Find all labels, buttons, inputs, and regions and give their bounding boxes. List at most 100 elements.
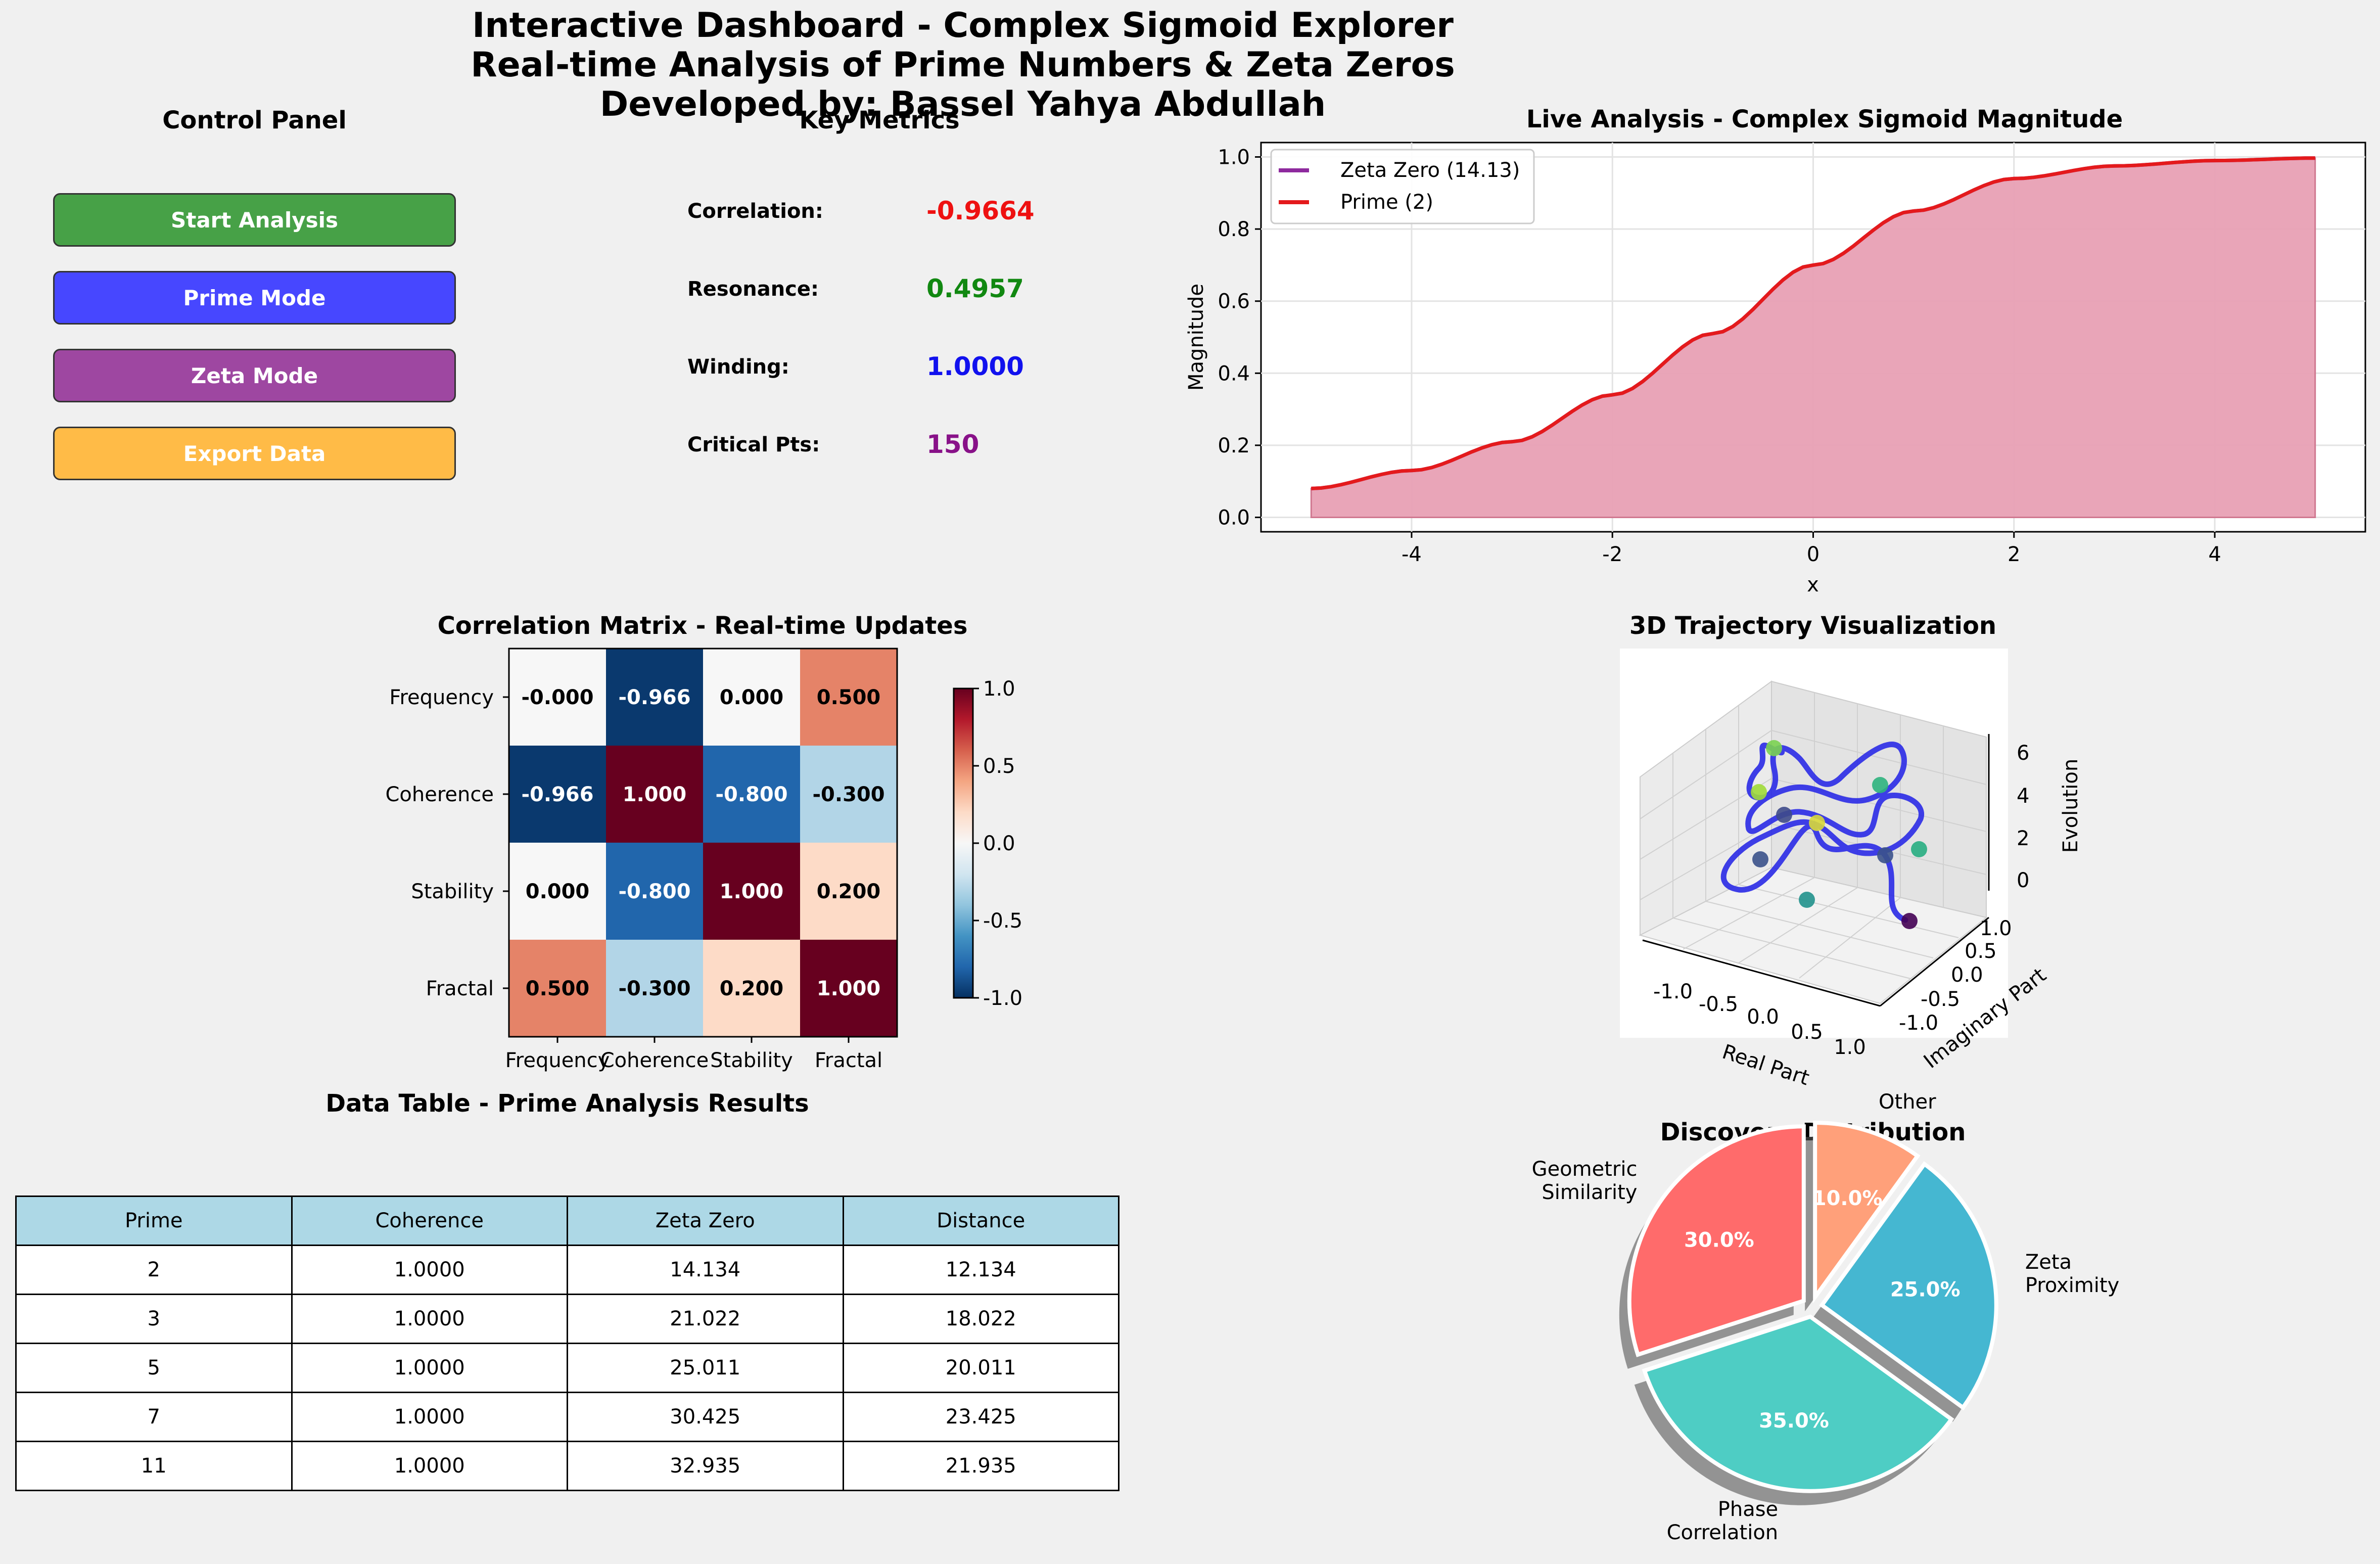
corr-cell: [800, 649, 897, 746]
table-cell: 1.0000: [291, 1245, 568, 1295]
traj-ytick: 0.5: [1965, 940, 1997, 963]
table-row: 7 1.0000 30.425 23.425: [15, 1392, 1119, 1442]
live-xtick-label: 2: [2008, 543, 2020, 566]
corr-ytick-label: Coherence: [386, 783, 494, 806]
title-line-1: Interactive Dashboard - Complex Sigmoid …: [472, 6, 1454, 45]
colorbar-tick-label: 0.5: [983, 755, 1015, 778]
traj-point: [1766, 740, 1782, 756]
corr-cell-label: 1.000: [817, 977, 881, 1000]
traj-title: 3D Trajectory Visualization: [1629, 612, 1996, 640]
corr-cell: [800, 746, 897, 843]
colorbar-tick-label: 0.0: [983, 832, 1015, 855]
correlation-value: -0.9664: [926, 196, 1035, 225]
legend-zeta-label: Zeta Zero (14.13): [1340, 159, 1520, 182]
live-ytick-label: 0.2: [1218, 434, 1250, 457]
start-analysis-button[interactable]: Start Analysis: [53, 193, 456, 247]
corr-xtick-label: Coherence: [600, 1049, 709, 1072]
corr-cell-label: -0.000: [521, 686, 593, 709]
pie-slice-label: Geometric Similarity: [1532, 1158, 1638, 1204]
corr-cell-label: 0.200: [720, 977, 784, 1000]
corr-cell-label: -0.800: [715, 783, 787, 806]
table-cell: 11: [15, 1441, 293, 1491]
traj-point: [1809, 815, 1825, 831]
corr-cell-label: 0.200: [817, 880, 881, 903]
key-metrics-title: Key Metrics: [799, 106, 960, 134]
zeta-mode-button[interactable]: Zeta Mode: [53, 349, 456, 402]
traj-floor-pane: [1639, 866, 1988, 1004]
pie-slice-label-line: Zeta: [2025, 1251, 2072, 1274]
corr-xtick-label: Stability: [710, 1049, 793, 1072]
traj-points: [1751, 740, 1927, 929]
live-xtick-label: 0: [1807, 543, 1819, 566]
live-legend: Zeta Zero (14.13) Prime (2): [1270, 149, 1535, 224]
corr-cell-label: -0.800: [618, 880, 690, 903]
corr-cell-label: 1.000: [623, 783, 687, 806]
colorbar-tick-label: 1.0: [983, 677, 1015, 701]
corr-cell-label: 0.500: [526, 977, 590, 1000]
table-cell: 30.425: [567, 1392, 844, 1442]
pie-pct-label: 25.0%: [1890, 1278, 1961, 1301]
table-header-row: Prime Coherence Zeta Zero Distance: [15, 1195, 1119, 1246]
table-header-cell: Zeta Zero: [567, 1195, 844, 1246]
corr-cell: [606, 649, 703, 746]
traj-point: [1799, 892, 1815, 908]
traj-xtick: 1.0: [1834, 1036, 1866, 1059]
traj-ticks: -1.0 -0.5 0.0 0.5 1.0 1.0 0.5 0.0 -0.5 -…: [1653, 742, 2029, 1059]
corr-cell-label: 0.000: [720, 686, 784, 709]
corr-cell: [703, 649, 800, 746]
table-cell: 5: [15, 1343, 293, 1393]
traj-point: [1901, 913, 1918, 929]
corr-cell: [606, 746, 703, 843]
colorbar-tick-label: -0.5: [983, 909, 1022, 933]
live-xtick-label: -4: [1402, 543, 1422, 566]
table-cell: 21.935: [842, 1441, 1119, 1491]
pie-labels: 30.0% Geometric Similarity 35.0% Phase Correl…: [1532, 1090, 2120, 1544]
start-analysis-label: Start Analysis: [171, 207, 338, 233]
live-lines: [1311, 156, 2315, 490]
corr-cell: [606, 843, 703, 940]
pie-slice: [1627, 1124, 1806, 1357]
winding-label: Winding:: [687, 355, 789, 379]
pie-slice-label-line: Geometric: [1532, 1158, 1638, 1181]
pie-slices: [1627, 1120, 1998, 1493]
trajectory-3d-chart: 3D Trajectory Visualization: [1620, 612, 2082, 1090]
table-cell: 25.011: [567, 1343, 844, 1393]
corr-ytick-label: Stability: [411, 880, 494, 903]
pie-pct-label: 35.0%: [1759, 1409, 1829, 1433]
table-cell: 2: [15, 1245, 293, 1295]
table-header-cell: Prime: [15, 1195, 293, 1246]
table-cell: 32.935: [567, 1441, 844, 1491]
table-row: 3 1.0000 21.022 18.022: [15, 1294, 1119, 1344]
live-ylabel: Magnitude: [1185, 284, 1208, 391]
pie-slice-label-line: Phase: [1718, 1498, 1778, 1521]
live-ytick-label: 0.0: [1218, 506, 1250, 529]
corr-cell-label: -0.966: [521, 783, 593, 806]
traj-xtick: 0.0: [1747, 1005, 1779, 1029]
traj-point: [1776, 807, 1792, 823]
corr-cell: [800, 940, 897, 1037]
corr-cell-label: -0.966: [618, 686, 690, 709]
colorbar-tick-label: -1.0: [983, 987, 1022, 1010]
prime-mode-label: Prime Mode: [183, 285, 326, 310]
dashboard-title: Interactive Dashboard - Complex Sigmoid …: [0, 6, 1926, 124]
title-line-2: Real-time Analysis of Prime Numbers & Ze…: [471, 45, 1455, 85]
pie-pct-label: 10.0%: [1812, 1187, 1883, 1210]
corr-colorbar-ticks: 1.0 0.5 0.0 -0.5 -1.0: [973, 677, 1022, 1010]
traj-point: [1911, 841, 1927, 857]
corr-cells: -0.000 -0.966 0.000 0.500 -0.966 1.000 -0.800 -…: [509, 649, 897, 1037]
table-header-cell: Coherence: [291, 1195, 568, 1246]
export-data-button[interactable]: Export Data: [53, 427, 456, 480]
title-line-3: Developed by: Bassel Yahya Abdullah: [599, 84, 1326, 124]
critical-pts-label: Critical Pts:: [687, 433, 820, 456]
live-series-prime: [1311, 156, 2315, 490]
corr-xtick-label: Fractal: [815, 1049, 882, 1072]
pie-slice-label-line: Correlation: [1667, 1521, 1779, 1544]
prime-mode-button[interactable]: Prime Mode: [53, 271, 456, 325]
live-ytick-label: 0.6: [1218, 290, 1250, 313]
live-legend-box: [1270, 149, 1535, 224]
table-row: 11 1.0000 32.935 21.935: [15, 1441, 1119, 1491]
table-cell: 18.022: [842, 1294, 1119, 1344]
live-chart-title: Live Analysis - Complex Sigmoid Magnitud…: [1526, 105, 2123, 133]
traj-point: [1872, 777, 1888, 793]
live-ticks: -4 -2 0 2 4 0.0 0.2 0.4 0.6 0.8 1.0: [1218, 146, 2221, 566]
